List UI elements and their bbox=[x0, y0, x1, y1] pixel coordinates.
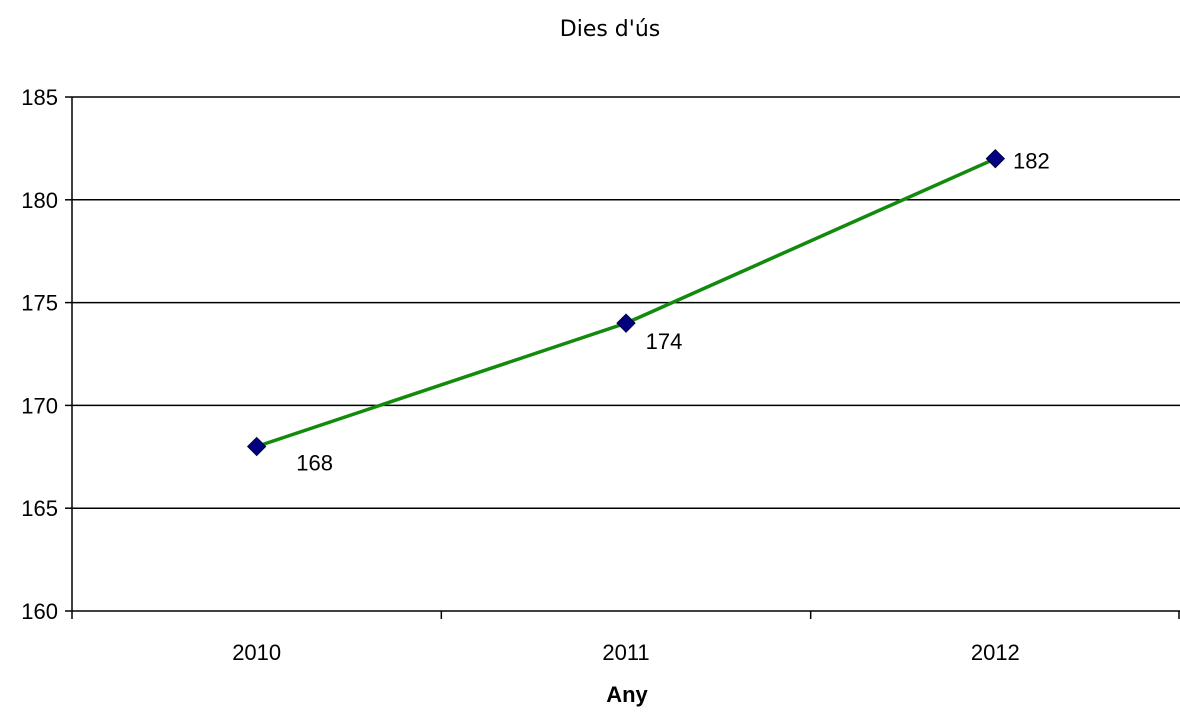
data-label: 182 bbox=[1013, 149, 1050, 174]
data-label: 168 bbox=[296, 451, 333, 476]
data-labels: 168 174 182 bbox=[296, 149, 1049, 476]
x-tick-label: 2010 bbox=[232, 640, 281, 665]
y-tick-label: 180 bbox=[21, 188, 58, 213]
y-tick-label: 160 bbox=[21, 599, 58, 624]
x-axis-title: Any bbox=[606, 682, 648, 707]
y-tick-label: 165 bbox=[21, 496, 58, 521]
data-point-marker bbox=[985, 148, 1006, 169]
chart-title: Dies d'ús bbox=[560, 17, 660, 42]
x-tick-label: 2012 bbox=[971, 640, 1020, 665]
data-point-marker bbox=[616, 313, 636, 333]
x-axis-tick-labels: 2010 2011 2012 bbox=[232, 640, 1020, 665]
data-point-marker bbox=[246, 436, 267, 457]
axes bbox=[65, 96, 1180, 619]
y-tick-label: 170 bbox=[21, 393, 58, 418]
data-label: 174 bbox=[646, 329, 683, 354]
y-tick-label: 175 bbox=[21, 291, 58, 316]
x-tick-label: 2011 bbox=[602, 640, 649, 665]
gridlines bbox=[72, 96, 1180, 509]
y-tick-label: 185 bbox=[21, 85, 58, 110]
y-axis-tick-labels: 160 165 170 175 180 185 bbox=[21, 85, 58, 624]
series-group bbox=[246, 148, 1006, 457]
